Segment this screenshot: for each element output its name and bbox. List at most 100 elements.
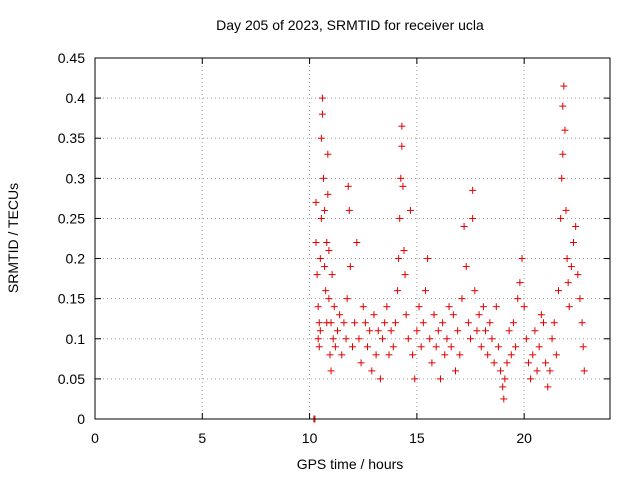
y-tick-label: 0.25 bbox=[58, 210, 85, 226]
data-point bbox=[396, 214, 404, 222]
data-point bbox=[529, 351, 537, 359]
data-point bbox=[328, 271, 336, 279]
y-tick-label: 0.35 bbox=[58, 130, 85, 146]
data-point bbox=[441, 351, 449, 359]
data-point bbox=[379, 335, 387, 343]
data-point bbox=[419, 319, 427, 327]
data-point bbox=[563, 255, 571, 263]
x-axis-label: GPS time / hours bbox=[297, 456, 404, 472]
data-point bbox=[445, 303, 453, 311]
data-point bbox=[325, 295, 333, 303]
data-point bbox=[374, 327, 382, 335]
y-tick-label: 0 bbox=[77, 411, 85, 427]
data-point bbox=[400, 247, 408, 255]
data-point bbox=[370, 311, 378, 319]
data-point bbox=[336, 311, 344, 319]
data-point bbox=[561, 126, 569, 134]
data-point bbox=[535, 343, 543, 351]
data-point bbox=[564, 279, 572, 287]
data-point bbox=[372, 351, 380, 359]
y-axis-label: SRMTID / TECUs bbox=[5, 183, 21, 293]
data-point bbox=[330, 303, 338, 311]
data-point bbox=[395, 255, 403, 263]
data-point bbox=[471, 287, 479, 295]
data-point bbox=[318, 110, 326, 118]
data-point bbox=[473, 327, 481, 335]
chart-title: Day 205 of 2023, SRMTID for receiver ucl… bbox=[216, 17, 484, 33]
data-point bbox=[324, 150, 332, 158]
data-point bbox=[316, 327, 324, 335]
data-point bbox=[331, 343, 339, 351]
data-point bbox=[346, 263, 354, 271]
data-point bbox=[312, 239, 320, 247]
y-tick-label: 0.2 bbox=[66, 251, 86, 267]
data-point bbox=[514, 295, 522, 303]
data-point bbox=[381, 319, 389, 327]
data-point bbox=[572, 222, 580, 230]
data-point bbox=[531, 327, 539, 335]
data-point bbox=[321, 206, 329, 214]
data-point bbox=[565, 303, 573, 311]
data-point bbox=[520, 303, 528, 311]
data-point bbox=[355, 335, 363, 343]
data-point bbox=[456, 351, 464, 359]
data-point bbox=[482, 327, 490, 335]
data-point bbox=[576, 295, 584, 303]
data-point bbox=[533, 367, 541, 375]
data-point bbox=[497, 367, 505, 375]
data-point bbox=[484, 351, 492, 359]
data-point bbox=[383, 303, 391, 311]
data-point bbox=[574, 271, 582, 279]
data-point bbox=[417, 343, 425, 351]
y-tick-label: 0.05 bbox=[58, 371, 85, 387]
data-point bbox=[409, 351, 417, 359]
data-point bbox=[366, 327, 374, 335]
data-point bbox=[321, 263, 329, 271]
data-point bbox=[351, 319, 359, 327]
data-point bbox=[402, 311, 410, 319]
data-point bbox=[385, 351, 393, 359]
data-point bbox=[467, 335, 475, 343]
data-point bbox=[329, 335, 337, 343]
data-point bbox=[315, 319, 323, 327]
data-point bbox=[578, 319, 586, 327]
y-tick-label: 0.1 bbox=[66, 331, 86, 347]
data-point bbox=[340, 319, 348, 327]
data-point bbox=[512, 343, 520, 351]
data-point bbox=[552, 351, 560, 359]
data-point bbox=[327, 319, 335, 327]
data-point bbox=[333, 327, 341, 335]
data-point bbox=[555, 287, 562, 295]
data-point bbox=[313, 271, 321, 279]
data-point bbox=[364, 343, 372, 351]
data-point bbox=[406, 206, 414, 214]
data-point bbox=[542, 359, 550, 367]
data-point bbox=[315, 343, 323, 351]
data-point bbox=[361, 319, 369, 327]
data-point bbox=[318, 94, 326, 102]
data-point bbox=[454, 327, 462, 335]
data-point bbox=[432, 343, 440, 351]
x-tick-label: 10 bbox=[302, 430, 318, 446]
data-point bbox=[344, 182, 352, 190]
data-point bbox=[499, 383, 507, 391]
data-point bbox=[415, 303, 423, 311]
data-point bbox=[325, 247, 333, 255]
grid bbox=[95, 58, 610, 419]
data-point bbox=[539, 319, 547, 327]
data-point bbox=[501, 375, 509, 383]
data-point bbox=[320, 174, 328, 182]
data-point bbox=[558, 174, 566, 182]
data-point bbox=[462, 263, 470, 271]
y-tick-label: 0.3 bbox=[66, 170, 86, 186]
data-point bbox=[505, 327, 513, 335]
data-point bbox=[492, 303, 500, 311]
data-point bbox=[342, 335, 350, 343]
data-point bbox=[314, 303, 322, 311]
data-point bbox=[548, 335, 556, 343]
data-point bbox=[317, 214, 325, 222]
data-point bbox=[560, 82, 568, 90]
data-point bbox=[449, 311, 457, 319]
data-point bbox=[460, 222, 468, 230]
